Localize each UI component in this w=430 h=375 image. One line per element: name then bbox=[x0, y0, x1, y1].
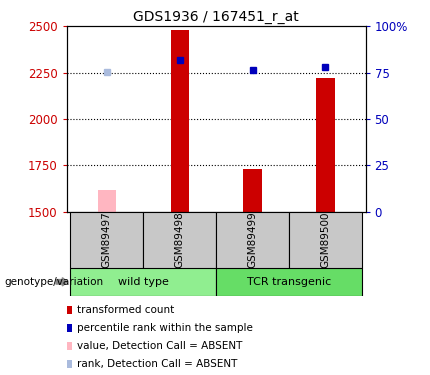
Text: wild type: wild type bbox=[118, 277, 169, 287]
Bar bbox=[98, 190, 116, 212]
Bar bbox=[143, 212, 216, 268]
Bar bbox=[216, 212, 289, 268]
Bar bbox=[289, 212, 362, 268]
Bar bbox=[316, 78, 335, 212]
Title: GDS1936 / 167451_r_at: GDS1936 / 167451_r_at bbox=[133, 10, 299, 24]
Bar bbox=[216, 268, 362, 296]
Text: genotype/variation: genotype/variation bbox=[4, 277, 104, 287]
Text: percentile rank within the sample: percentile rank within the sample bbox=[77, 323, 253, 333]
Bar bbox=[171, 30, 189, 212]
Bar bbox=[243, 169, 261, 212]
Text: transformed count: transformed count bbox=[77, 305, 175, 315]
Text: rank, Detection Call = ABSENT: rank, Detection Call = ABSENT bbox=[77, 359, 238, 369]
Text: GSM89498: GSM89498 bbox=[175, 211, 184, 268]
Text: GSM89500: GSM89500 bbox=[320, 212, 330, 268]
Bar bbox=[70, 212, 143, 268]
Text: TCR transgenic: TCR transgenic bbox=[247, 277, 331, 287]
Bar bbox=[70, 268, 216, 296]
Text: GSM89497: GSM89497 bbox=[102, 211, 112, 268]
Text: GSM89499: GSM89499 bbox=[248, 211, 258, 268]
Text: value, Detection Call = ABSENT: value, Detection Call = ABSENT bbox=[77, 341, 243, 351]
